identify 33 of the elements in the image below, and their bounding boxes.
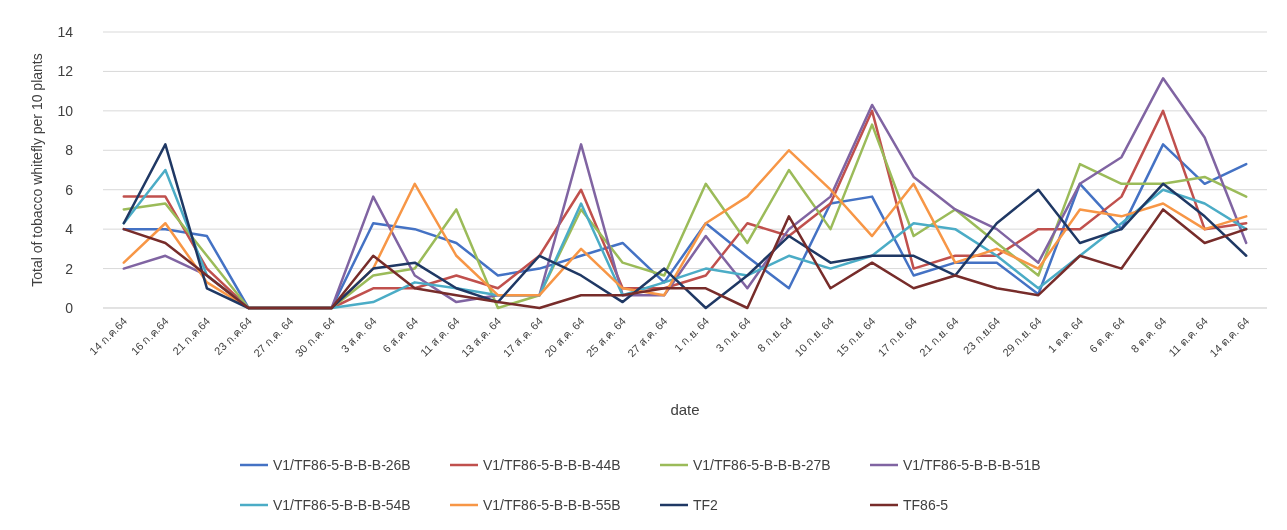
y-tick-label: 6 — [65, 181, 74, 198]
x-tick-label: 8 ต.ค. 64 — [1128, 314, 1169, 355]
y-tick-label: 12 — [57, 63, 74, 80]
legend-label: V1/TF86-5-B-B-B-26B — [273, 457, 411, 473]
x-tick-label: 8 ก.ย. 64 — [755, 314, 795, 355]
y-axis-title: Total of tobacco whitefly per 10 plants — [29, 53, 45, 287]
y-tick-label: 8 — [65, 142, 74, 159]
legend-label: TF2 — [693, 497, 719, 513]
legend-label: V1/TF86-5-B-B-B-55B — [483, 497, 621, 513]
x-tick-label: 11 ส.ค. 64 — [418, 314, 462, 359]
x-tick-label: 1 ต.ค. 64 — [1045, 314, 1086, 355]
x-tick-label: 15 ก.ย. 64 — [833, 314, 878, 359]
x-tick-label: 6 ส.ค. 64 — [380, 314, 421, 355]
y-tick-label: 4 — [65, 221, 74, 238]
legend-label: V1/TF86-5-B-B-B-51B — [903, 457, 1041, 473]
legend-label: V1/TF86-5-B-B-B-27B — [693, 457, 831, 473]
y-tick-label: 2 — [65, 260, 74, 277]
x-tick-label: 6 ต.ค. 64 — [1086, 314, 1127, 355]
legend-label: TF86-5 — [903, 497, 949, 513]
x-tick-label: 17 ก.ย. 64 — [875, 314, 920, 359]
x-tick-label: 3 ก.ย. 64 — [713, 314, 753, 355]
line-series — [122, 208, 1248, 310]
legend-label: V1/TF86-5-B-B-B-54B — [273, 497, 411, 513]
y-tick-label: 14 — [57, 24, 74, 40]
x-tick-label: 21 ก.ย. 64 — [917, 314, 961, 359]
x-tick-label: 3 ส.ค. 64 — [338, 314, 379, 355]
x-axis-title: date — [670, 401, 700, 418]
x-tick-label: 29 ก.ย. 64 — [1000, 314, 1044, 359]
y-tick-label: 10 — [57, 102, 74, 119]
legend-label: V1/TF86-5-B-B-B-44B — [483, 457, 621, 473]
x-tick-label: 10 ก.ย. 64 — [792, 314, 836, 359]
y-tick-label: 0 — [65, 300, 74, 316]
x-tick-label: 1 ก.ย. 64 — [671, 314, 712, 355]
